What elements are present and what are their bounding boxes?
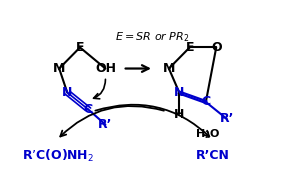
- Text: R’CN: R’CN: [196, 149, 230, 162]
- Text: N: N: [62, 86, 72, 99]
- Text: C: C: [201, 95, 210, 108]
- Text: N: N: [174, 86, 184, 99]
- Text: R’C(O)NH$_2$: R’C(O)NH$_2$: [22, 148, 94, 164]
- Text: H: H: [174, 108, 184, 121]
- Text: M: M: [53, 62, 65, 75]
- Text: C: C: [83, 103, 93, 116]
- Text: OH: OH: [95, 62, 116, 75]
- Text: $E = SR$ or $PR_2$: $E = SR$ or $PR_2$: [115, 30, 190, 44]
- Text: E: E: [76, 41, 84, 54]
- Text: R’: R’: [219, 112, 234, 125]
- Text: R’: R’: [98, 118, 113, 131]
- Text: O: O: [211, 41, 221, 54]
- Text: E: E: [185, 41, 194, 54]
- Text: H$_2$O: H$_2$O: [195, 127, 221, 141]
- Text: M: M: [163, 62, 175, 75]
